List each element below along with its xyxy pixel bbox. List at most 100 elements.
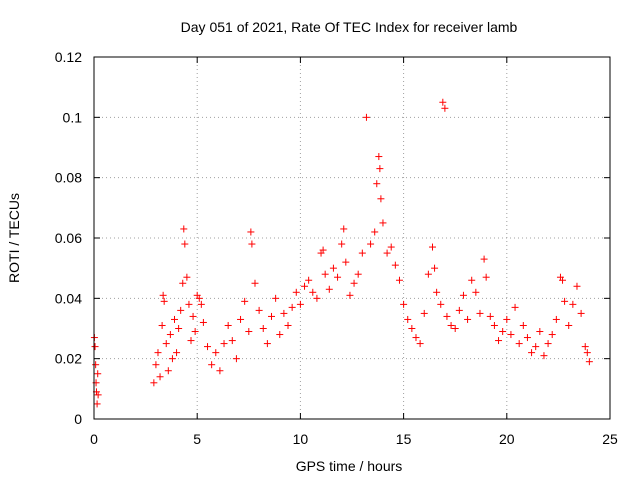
- data-point: [548, 331, 556, 339]
- y-tick-label: 0.06: [55, 230, 82, 246]
- data-point: [199, 318, 207, 326]
- data-point: [468, 276, 476, 284]
- plot-area-border: [93, 56, 611, 420]
- data-point: [259, 325, 267, 332]
- data-point: [319, 246, 327, 254]
- data-point: [92, 361, 100, 369]
- data-point: [581, 343, 589, 351]
- data-point: [482, 273, 490, 281]
- data-point: [503, 315, 511, 323]
- data-point: [379, 219, 387, 227]
- data-point: [464, 315, 472, 323]
- data-point: [284, 321, 292, 329]
- data-point: [164, 367, 172, 375]
- data-point: [329, 264, 337, 272]
- data-point: [377, 195, 385, 203]
- data-point: [255, 306, 263, 314]
- data-point: [532, 343, 540, 351]
- data-point: [94, 391, 102, 399]
- data-point: [268, 312, 276, 320]
- data-point: [170, 315, 178, 323]
- data-point: [376, 165, 384, 173]
- data-point: [237, 315, 245, 323]
- data-point: [367, 240, 375, 248]
- data-point: [224, 321, 232, 329]
- data-point: [276, 331, 284, 339]
- data-point: [437, 300, 445, 308]
- data-point: [251, 279, 259, 287]
- data-point: [383, 249, 391, 257]
- data-point: [559, 276, 567, 284]
- data-point: [180, 225, 188, 233]
- data-point: [552, 315, 560, 323]
- y-axis-title: ROTI / TECUs: [6, 193, 22, 283]
- x-tick-label: 0: [90, 431, 98, 447]
- data-point: [350, 279, 358, 287]
- data-point: [292, 288, 300, 296]
- data-point: [321, 270, 329, 278]
- data-point: [362, 113, 370, 121]
- data-point: [338, 240, 346, 248]
- data-point: [301, 282, 309, 290]
- data-point: [523, 334, 531, 342]
- data-point: [455, 306, 463, 314]
- data-point: [191, 328, 199, 336]
- data-point: [447, 321, 455, 329]
- data-point: [428, 243, 436, 251]
- data-point: [420, 309, 428, 317]
- y-tick-label: 0.12: [55, 49, 82, 65]
- data-point: [158, 321, 166, 329]
- data-point: [216, 367, 224, 375]
- data-point: [241, 297, 249, 305]
- y-tick-label: 0.08: [55, 170, 82, 186]
- data-point: [480, 255, 488, 263]
- y-tick-label: 0: [74, 411, 82, 427]
- data-point: [495, 337, 503, 345]
- data-point: [408, 325, 416, 332]
- data-point: [280, 309, 288, 317]
- data-point: [519, 321, 527, 329]
- data-point: [540, 352, 548, 360]
- data-point: [245, 328, 253, 336]
- data-point: [391, 261, 399, 269]
- data-point: [185, 300, 193, 308]
- data-point: [154, 349, 162, 357]
- data-point: [156, 373, 164, 381]
- data-point: [173, 349, 181, 357]
- data-point: [431, 264, 439, 272]
- data-point: [569, 300, 577, 308]
- data-point: [354, 270, 362, 278]
- data-point: [443, 312, 451, 320]
- data-point: [197, 300, 205, 308]
- x-tick-label: 20: [499, 431, 515, 447]
- data-point: [93, 400, 101, 408]
- data-point: [490, 321, 498, 329]
- data-point: [179, 279, 187, 287]
- data-point: [247, 228, 255, 236]
- data-point: [160, 297, 168, 305]
- x-tick-label: 15: [396, 431, 412, 447]
- data-point: [544, 340, 552, 348]
- data-point: [159, 291, 167, 299]
- data-point: [232, 355, 240, 363]
- data-point: [416, 340, 424, 348]
- data-point: [404, 315, 412, 323]
- data-point: [433, 288, 441, 296]
- data-point: [313, 294, 321, 302]
- data-point: [400, 300, 408, 308]
- data-point: [459, 291, 467, 299]
- data-point: [325, 285, 333, 293]
- data-point: [511, 303, 519, 311]
- x-tick-label: 10: [293, 431, 309, 447]
- y-tick-label: 0.1: [63, 109, 83, 125]
- data-point: [91, 343, 99, 351]
- data-point: [486, 312, 494, 320]
- data-point: [412, 334, 420, 342]
- data-point: [305, 276, 313, 284]
- data-point: [150, 379, 158, 387]
- data-point: [204, 343, 212, 351]
- x-tick-label: 25: [602, 431, 618, 447]
- y-tick-label: 0.02: [55, 351, 82, 367]
- data-point: [577, 309, 585, 317]
- data-point: [166, 331, 174, 339]
